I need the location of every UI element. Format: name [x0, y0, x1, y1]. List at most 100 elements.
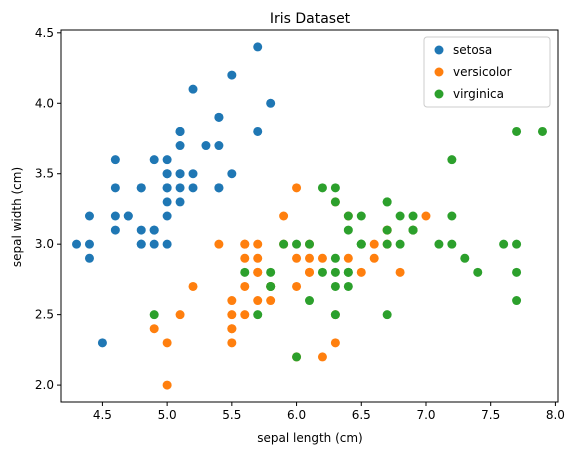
data-point-setosa — [149, 239, 159, 249]
y-tick-label: 4.0 — [35, 96, 54, 110]
data-point-setosa — [72, 239, 82, 249]
data-point-virginica — [434, 239, 444, 249]
data-point-setosa — [84, 211, 94, 221]
data-point-setosa — [253, 42, 263, 52]
data-point-versicolor — [305, 253, 314, 263]
data-point-virginica — [512, 267, 522, 277]
data-point-virginica — [317, 183, 327, 193]
data-point-setosa — [175, 197, 185, 207]
data-point-versicolor — [369, 253, 379, 263]
data-point-versicolor — [292, 253, 302, 263]
data-point-virginica — [330, 183, 340, 193]
data-point-setosa — [136, 239, 146, 249]
data-point-setosa — [188, 169, 198, 179]
data-point-versicolor — [266, 296, 276, 306]
data-point-versicolor — [253, 239, 263, 249]
y-tick-label: 4.5 — [35, 26, 54, 40]
data-point-setosa — [97, 338, 107, 348]
data-point-virginica — [343, 211, 353, 221]
data-point-setosa — [175, 126, 185, 136]
data-point-versicolor — [279, 211, 289, 221]
series-setosa — [72, 42, 276, 348]
data-point-setosa — [253, 126, 263, 136]
data-point-setosa — [110, 225, 120, 235]
data-point-versicolor — [227, 296, 237, 306]
data-point-versicolor — [356, 267, 366, 277]
y-axis-ticks: 2.0 2.5 3.0 3.5 4.0 4.5 — [35, 26, 61, 392]
legend-item-versicolor: versicolor — [434, 65, 512, 79]
legend-item-setosa: setosa — [434, 43, 492, 57]
data-point-setosa — [149, 225, 159, 235]
data-point-virginica — [382, 239, 392, 249]
data-point-setosa — [188, 183, 198, 193]
x-tick-label: 6.5 — [352, 408, 371, 422]
data-point-setosa — [175, 141, 185, 151]
legend-item-virginica: virginica — [434, 87, 504, 101]
data-point-virginica — [292, 239, 302, 249]
data-point-virginica — [292, 352, 302, 362]
data-point-virginica — [279, 239, 289, 249]
data-point-versicolor — [330, 338, 340, 348]
data-point-versicolor — [317, 253, 327, 263]
data-point-virginica — [330, 197, 340, 207]
data-point-virginica — [395, 211, 405, 221]
data-point-versicolor — [162, 338, 172, 348]
data-point-versicolor — [227, 338, 237, 348]
data-point-virginica — [330, 267, 340, 277]
data-point-versicolor — [317, 352, 327, 362]
chart-title: Iris Dataset — [270, 11, 351, 27]
data-point-virginica — [408, 225, 418, 235]
data-point-virginica — [460, 253, 470, 263]
data-point-virginica — [149, 310, 159, 320]
legend-label: versicolor — [453, 65, 512, 79]
y-tick-label: 3.5 — [35, 167, 54, 181]
data-point-versicolor — [240, 253, 250, 263]
data-point-setosa — [188, 84, 198, 94]
data-point-setosa — [162, 155, 172, 165]
data-point-virginica — [317, 267, 327, 277]
data-point-setosa — [214, 141, 224, 151]
data-point-virginica — [473, 267, 483, 277]
x-tick-label: 7.5 — [481, 408, 500, 422]
data-point-virginica — [305, 296, 314, 306]
data-point-virginica — [266, 267, 276, 277]
data-point-virginica — [343, 225, 353, 235]
data-point-virginica — [447, 155, 457, 165]
data-point-versicolor — [253, 296, 263, 306]
y-tick-label: 2.0 — [35, 378, 54, 392]
data-point-virginica — [330, 310, 340, 320]
legend-marker — [434, 89, 444, 99]
data-point-virginica — [447, 211, 457, 221]
data-point-versicolor — [240, 310, 250, 320]
y-tick-label: 2.5 — [35, 308, 54, 322]
data-point-setosa — [227, 70, 237, 80]
data-point-versicolor — [227, 310, 237, 320]
data-point-setosa — [214, 183, 224, 193]
legend: setosa versicolor virginica — [423, 36, 551, 108]
data-point-setosa — [110, 183, 120, 193]
legend-marker — [434, 67, 444, 77]
data-point-versicolor — [240, 239, 250, 249]
data-point-virginica — [330, 253, 340, 263]
data-point-versicolor — [188, 281, 198, 291]
x-axis-ticks: 4.5 5.0 5.5 6.0 6.5 7.0 7.5 8.0 — [93, 402, 565, 422]
data-point-versicolor — [305, 267, 314, 277]
data-point-versicolor — [253, 253, 263, 263]
data-point-virginica — [356, 211, 366, 221]
data-point-setosa — [162, 183, 172, 193]
data-point-virginica — [512, 296, 522, 306]
data-point-setosa — [84, 253, 94, 263]
data-point-virginica — [343, 267, 353, 277]
x-tick-label: 7.0 — [416, 408, 435, 422]
data-point-versicolor — [292, 281, 302, 291]
data-point-setosa — [214, 112, 224, 122]
data-point-virginica — [266, 281, 276, 291]
data-point-versicolor — [369, 239, 379, 249]
data-point-setosa — [175, 183, 185, 193]
data-point-setosa — [84, 239, 94, 249]
data-point-virginica — [395, 239, 405, 249]
data-point-versicolor — [240, 281, 250, 291]
series-versicolor — [149, 183, 431, 390]
data-point-setosa — [136, 225, 146, 235]
